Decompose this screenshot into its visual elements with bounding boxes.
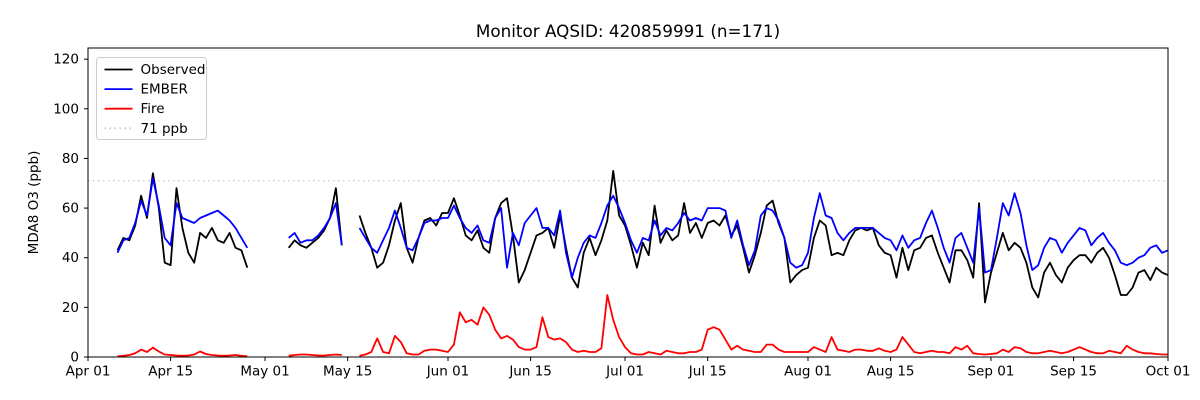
fire-line-segment-3 — [359, 294, 1168, 357]
x-tick-label: May 15 — [323, 364, 372, 380]
x-tick-label: Apr 01 — [66, 364, 111, 380]
ember-line-segment-2 — [288, 202, 343, 246]
fire-line-segment-1 — [117, 346, 248, 358]
observed-line-segment-2 — [287, 187, 343, 249]
y-tick-label: 20 — [62, 300, 79, 316]
legend-label-observed: Observed — [141, 62, 206, 78]
plot-area: Apr 01 Apr 15 May 01 May 15 Jun 01 Jun 15 Jul … — [53, 47, 1191, 380]
observed-line-segment-1 — [116, 172, 249, 268]
legend-label-ember: EMBER — [141, 82, 188, 98]
y-tick-label: 0 — [70, 350, 79, 366]
ember-line-segment-3 — [358, 192, 1169, 279]
legend-label-fire: Fire — [141, 101, 165, 117]
y-tick-label: 120 — [53, 52, 79, 68]
y-tick-label: 40 — [62, 250, 79, 266]
x-tick-label: Sep 15 — [1050, 364, 1097, 380]
x-tick-label: Jul 15 — [688, 364, 727, 380]
x-tick-label: Aug 01 — [784, 364, 832, 380]
x-tick-label: Jun 01 — [426, 364, 470, 380]
x-tick-label: Jun 15 — [508, 364, 552, 380]
y-axis-label: MDA8 O3 (ppb) — [26, 151, 42, 255]
y-tick-label: 80 — [62, 151, 79, 167]
x-tick-label: Sep 01 — [967, 364, 1014, 380]
fire-line-segment-2 — [288, 353, 342, 357]
axes-box — [87, 47, 1169, 358]
x-tick-label: May 01 — [240, 364, 289, 380]
legend-box — [96, 57, 207, 140]
y-tick-label: 100 — [53, 101, 79, 117]
legend-label-71-ppb: 71 ppb — [141, 121, 188, 137]
x-tick-label: Aug 15 — [867, 364, 915, 380]
observed-line-segment-3 — [358, 169, 1169, 304]
chart-title: Monitor AQSID: 420859991 (n=171) — [476, 21, 780, 41]
x-tick-label: Apr 15 — [148, 364, 193, 380]
ember-line-segment-1 — [116, 177, 249, 254]
x-tick-label: Oct 01 — [1146, 364, 1191, 380]
y-tick-label: 60 — [62, 201, 79, 217]
x-tick-label: Jul 01 — [605, 364, 644, 380]
